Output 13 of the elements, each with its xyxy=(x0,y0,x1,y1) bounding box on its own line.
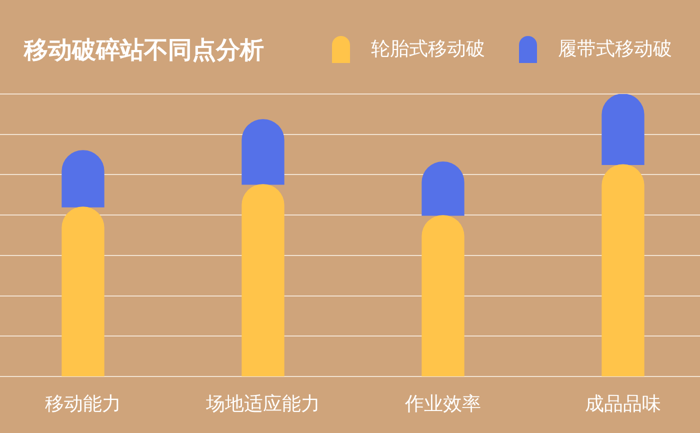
bar xyxy=(242,184,284,376)
legend-label: 履带式移动破 xyxy=(558,37,672,62)
x-tick-label: 成品品味 xyxy=(585,392,661,415)
bar xyxy=(602,94,644,165)
bar xyxy=(422,215,464,376)
x-tick-label: 作业效率 xyxy=(404,392,481,415)
x-tick-label: 场地适应能力 xyxy=(205,392,320,415)
chart-title: 移动破碎站不同点分析 xyxy=(24,35,264,65)
bar xyxy=(602,164,644,376)
bar xyxy=(242,119,284,185)
legend-label: 轮胎式移动破 xyxy=(371,37,485,62)
x-tick-label: 移动能力 xyxy=(45,392,121,415)
bar xyxy=(62,206,104,376)
